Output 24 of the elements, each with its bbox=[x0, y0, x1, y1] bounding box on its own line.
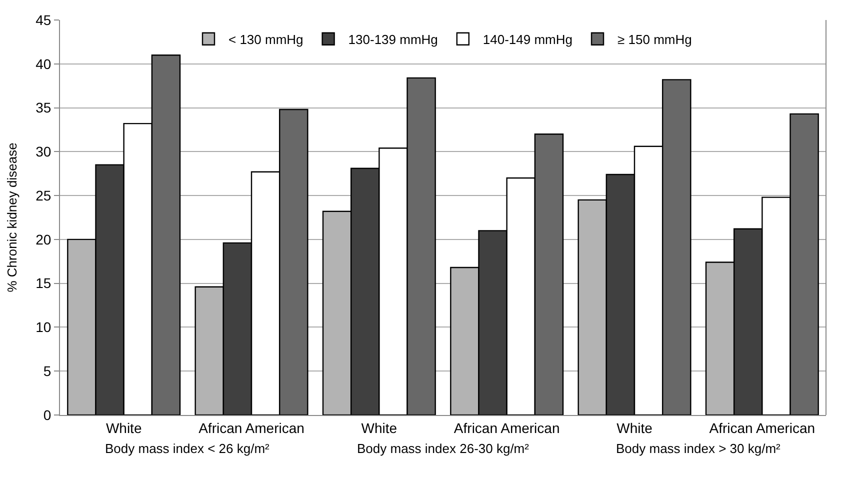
y-tick-label: 15 bbox=[36, 275, 52, 292]
y-tick-label: 0 bbox=[43, 406, 52, 423]
y-tick-label: 35 bbox=[36, 100, 52, 116]
x-tick-label: White bbox=[106, 420, 142, 436]
x-tick-label: African American bbox=[454, 420, 560, 436]
legend-label: ≥ 150 mmHg bbox=[618, 32, 692, 47]
legend-label: 130-139 mmHg bbox=[348, 32, 438, 47]
y-tick-label: 30 bbox=[36, 144, 52, 160]
legend-label: 140-149 mmHg bbox=[482, 32, 573, 47]
y-tick-label: 25 bbox=[36, 187, 52, 204]
legend-label: < 130 mmHg bbox=[228, 32, 304, 47]
text: Body mass index < 26 kg/m² bbox=[105, 441, 270, 456]
y-axis-title: % Chronic kidney disease bbox=[4, 142, 20, 292]
y-tick-label: 45 bbox=[36, 12, 52, 28]
x-tick-label: African American bbox=[198, 420, 304, 436]
x-tick-label: White bbox=[616, 420, 653, 436]
y-tick-label: 20 bbox=[36, 231, 52, 248]
y-tick-label: 5 bbox=[43, 363, 52, 380]
text: Body mass index > 30 kg/m² bbox=[616, 441, 782, 456]
text: Body mass index 26-30 kg/m² bbox=[357, 441, 530, 456]
x-tick-label: African American bbox=[709, 420, 816, 436]
y-tick-label: 10 bbox=[36, 319, 52, 336]
y-tick-label: 40 bbox=[36, 56, 52, 72]
x-tick-label: White bbox=[361, 420, 398, 436]
